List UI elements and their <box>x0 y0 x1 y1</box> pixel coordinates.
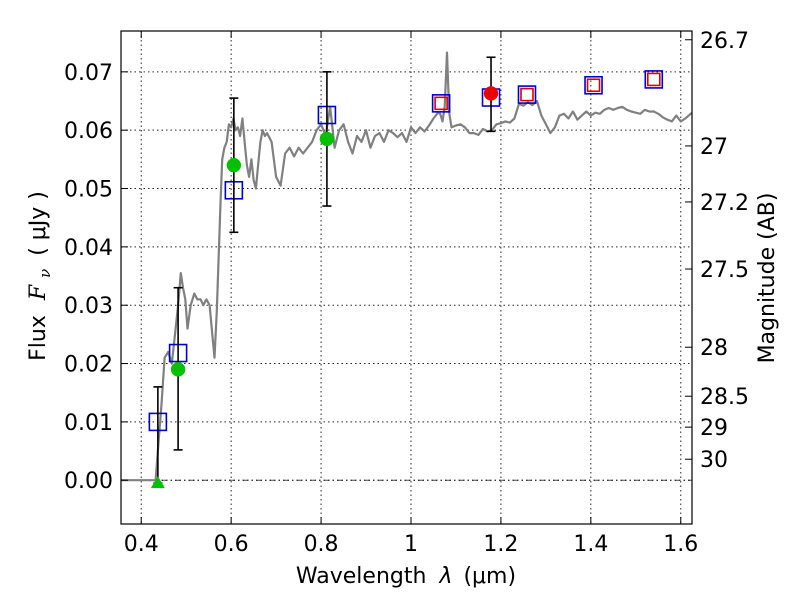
y-tick-label: 0.01 <box>64 411 113 436</box>
y-tick-label: 0.00 <box>64 469 113 494</box>
detections-point <box>319 131 335 147</box>
y-tick-label: 0.06 <box>64 119 113 144</box>
y-tick-label: 0.05 <box>64 178 113 203</box>
ticks: 0.4 0.6 0.8 1 1.2 1.4 1.6 0.00 0.01 0.02 0.03 0.04 0… <box>64 29 749 557</box>
x-tick-label: 1.4 <box>573 532 608 557</box>
y2-tick-label: 27.5 <box>700 258 749 283</box>
y2-tick-label: 28 <box>700 336 728 361</box>
plot-frame <box>120 30 693 525</box>
y-tick-label: 0.07 <box>64 61 113 86</box>
y2-tick-label: 29 <box>700 416 728 441</box>
model-photometry-point <box>517 85 537 104</box>
x-tick-label: 1 <box>404 532 418 557</box>
detections-point <box>170 362 186 377</box>
ir-detection-point <box>483 86 499 101</box>
y2-tick-label: 28.5 <box>700 385 749 410</box>
model-photometry-point <box>431 94 451 113</box>
grid-lines <box>121 31 692 524</box>
detections-point <box>226 157 242 173</box>
data-layer <box>121 51 692 489</box>
upper-limits-point <box>586 78 601 93</box>
x-tick-label: 0.4 <box>124 532 159 557</box>
upper-limits-point <box>434 96 448 111</box>
x-tick-label: 0.8 <box>304 532 339 557</box>
y-tick-label: 0.04 <box>64 236 113 261</box>
x-tick-label: 1.6 <box>663 532 698 557</box>
y-tick-label: 0.02 <box>64 353 113 378</box>
model-photometry-point <box>644 70 664 89</box>
y-axis-label: Flux F ν ( μJy ) <box>26 191 56 361</box>
x-tick-label: 0.6 <box>214 532 249 557</box>
y2-tick-label: 27 <box>700 135 728 160</box>
model-photometry-point <box>584 75 603 95</box>
y2-tick-label: 26.7 <box>700 29 749 54</box>
y2-axis-label: Magnitude (AB) <box>755 193 780 364</box>
non-detection-point <box>150 476 165 489</box>
model-sed-line <box>121 51 692 482</box>
y-tick-label: 0.03 <box>64 294 113 319</box>
upper-limits-point <box>520 87 534 102</box>
y2-tick-label: 30 <box>700 448 728 473</box>
y2-tick-label: 27.2 <box>700 191 749 216</box>
upper-limits-point <box>646 72 661 87</box>
x-axis-label: Wavelength λ (μm) <box>296 564 516 589</box>
x-tick-label: 1.2 <box>483 532 518 557</box>
